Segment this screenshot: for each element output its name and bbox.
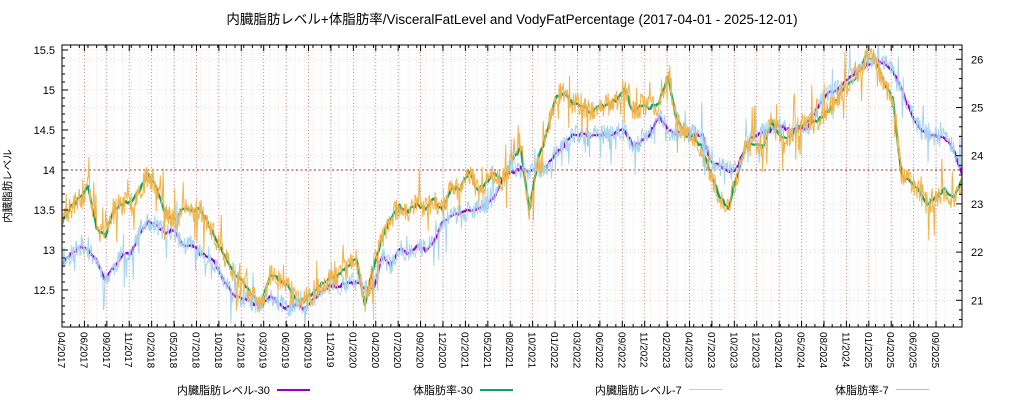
y-right-tick-label: 24 <box>971 151 983 163</box>
x-tick-label: 06/2017 <box>77 332 88 369</box>
x-tick-label: 12/2020 <box>436 332 447 369</box>
x-tick-label: 04/2025 <box>884 332 895 369</box>
y-left-tick-label: 13.5 <box>34 205 55 217</box>
y-right-tick-label: 25 <box>971 103 983 115</box>
legend-label: 体脂肪率-7 <box>835 384 889 397</box>
legend-line-sample <box>688 389 722 390</box>
x-tick-label: 06/2022 <box>593 332 604 369</box>
x-tick-label: 06/2019 <box>279 332 290 369</box>
legend-label: 内臓脂肪レベル-30 <box>177 384 270 397</box>
legend-item-visceral-30: 内臓脂肪レベル-30 <box>177 383 310 397</box>
x-tick-label: 01/2022 <box>548 332 559 369</box>
tick-labels: 12.5 13 13.5 14 14.5 15 15.5 21 22 23 24 25 26 04/201… <box>1 45 983 369</box>
legend-item-bodyfat-30: 体脂肪率-30 <box>413 383 513 397</box>
series-layer <box>62 45 962 327</box>
x-tick-label: 10/2023 <box>727 332 738 369</box>
x-tick-label: 08/2021 <box>503 332 514 369</box>
x-tick-label: 01/2020 <box>346 332 357 369</box>
x-tick-label: 10/2021 <box>526 332 537 369</box>
x-tick-label: 11/2024 <box>839 332 850 368</box>
x-tick-label: 06/2025 <box>907 332 918 369</box>
x-tick-label: 07/2018 <box>189 332 200 369</box>
legend-item-bodyfat-7: 体脂肪率-7 <box>835 383 929 397</box>
x-tick-label: 10/2018 <box>212 332 223 369</box>
y-right-tick-label: 23 <box>971 199 983 211</box>
series-内臓脂肪レベル-7 <box>62 45 962 327</box>
x-tick-label: 04/2017 <box>55 332 66 369</box>
legend-label: 内臓脂肪レベル-7 <box>595 384 682 397</box>
y-left-tick-label: 12.5 <box>34 285 55 297</box>
x-tick-label: 09/2017 <box>100 332 111 369</box>
x-tick-label: 05/2024 <box>795 332 806 369</box>
x-tick-label: 03/2019 <box>257 332 268 369</box>
legend-line-sample <box>276 388 310 391</box>
x-tick-label: 01/2025 <box>862 332 873 369</box>
x-tick-label: 02/2021 <box>458 332 469 369</box>
x-tick-label: 11/2017 <box>122 332 133 368</box>
x-tick-label: 04/2023 <box>683 332 694 369</box>
x-tick-label: 11/2019 <box>324 332 335 368</box>
x-tick-label: 09/2020 <box>414 332 425 369</box>
x-tick-label: 12/2023 <box>750 332 761 369</box>
x-tick-label: 02/2018 <box>145 332 156 369</box>
y-left-tick-label: 14 <box>43 165 55 177</box>
x-tick-label: 03/2022 <box>570 332 581 369</box>
x-tick-label: 08/2024 <box>817 332 828 369</box>
legend-line-sample <box>895 389 929 390</box>
legend-label: 体脂肪率-30 <box>413 384 473 397</box>
axes-layer <box>61 44 963 328</box>
x-tick-label: 02/2023 <box>660 332 671 369</box>
x-tick-label: 03/2024 <box>772 332 783 369</box>
x-tick-label: 07/2020 <box>391 332 402 369</box>
x-tick-label: 05/2021 <box>481 332 492 369</box>
x-tick-label: 12/2018 <box>234 332 245 369</box>
x-tick-label: 09/2022 <box>615 332 626 369</box>
y-right-tick-label: 22 <box>971 247 983 259</box>
y-axis-title: 内臓脂肪レベル <box>1 149 14 223</box>
y-left-tick-label: 15 <box>43 85 55 97</box>
chart-title: 内臓脂肪レベル+体脂肪率/VisceralFatLevel and VodyFa… <box>226 12 798 27</box>
x-tick-label: 11/2022 <box>638 332 649 368</box>
x-tick-label: 08/2019 <box>302 332 313 369</box>
x-tick-label: 09/2025 <box>929 332 940 369</box>
x-tick-label: 07/2023 <box>705 332 716 369</box>
legend-line-sample <box>479 388 513 391</box>
legend-item-visceral-7: 内臓脂肪レベル-7 <box>595 383 722 397</box>
x-tick-label: 05/2018 <box>167 332 178 369</box>
y-left-tick-label: 14.5 <box>34 125 55 137</box>
y-right-tick-label: 21 <box>971 295 983 307</box>
series-体脂肪率-7 <box>62 45 962 313</box>
x-tick-label: 04/2020 <box>369 332 380 369</box>
y-left-tick-label: 15.5 <box>34 45 55 57</box>
y-right-tick-label: 26 <box>971 54 983 66</box>
y-left-tick-label: 13 <box>43 245 55 257</box>
